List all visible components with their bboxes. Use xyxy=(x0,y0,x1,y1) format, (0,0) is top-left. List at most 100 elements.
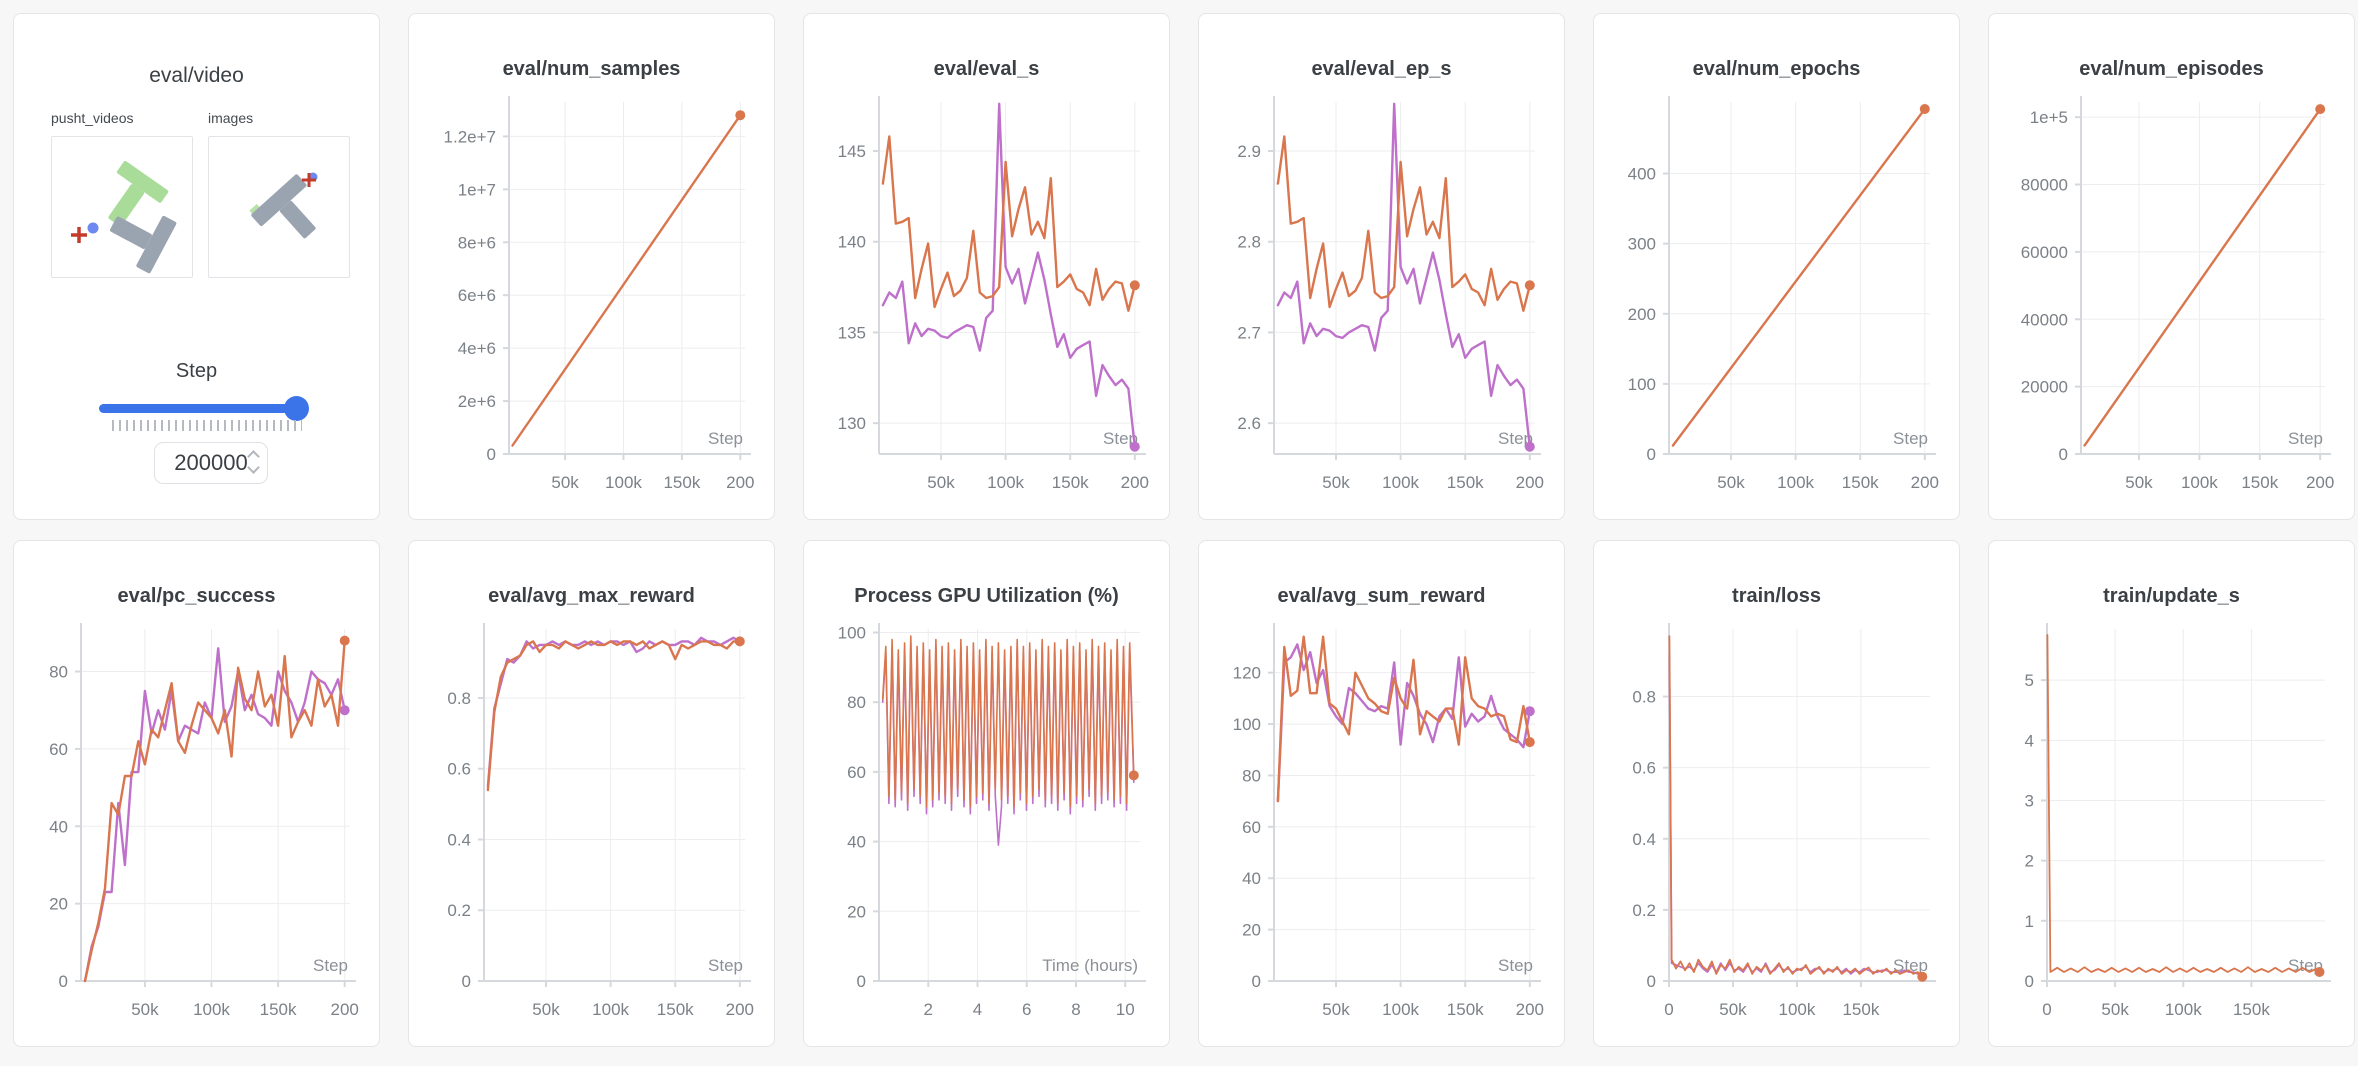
y-tick-label: 0.2 xyxy=(1632,901,1656,920)
x-axis-label: Step xyxy=(1893,429,1928,448)
y-tick-label: 200 xyxy=(1628,305,1656,324)
media-panel-eval-video[interactable]: eval/video pusht_videos images xyxy=(13,13,380,520)
step-slider-track[interactable] xyxy=(99,396,309,421)
images-thumbnail[interactable] xyxy=(208,136,350,278)
chart-panel[interactable]: Process GPU Utilization (%) 0 20 40 60 80 100 2… xyxy=(803,540,1170,1047)
y-tick-label: 0 xyxy=(462,972,471,991)
y-tick-label: 135 xyxy=(838,323,866,342)
x-tick-label: 50k xyxy=(551,473,579,492)
x-tick-label: 2 xyxy=(924,1000,933,1019)
chart-panel[interactable]: eval/eval_s 130 135 140 145 50k 100k 150k 200 Ste… xyxy=(803,13,1170,520)
y-tick-label: 0 xyxy=(857,972,866,991)
y-tick-label: 60 xyxy=(49,740,68,759)
chart-plot[interactable]: 0 0.2 0.4 0.6 0.8 50k 100k 150k 200 Step xyxy=(409,541,774,1046)
x-tick-label: 150k xyxy=(2233,1000,2270,1019)
y-tick-label: 0.8 xyxy=(447,689,471,708)
chart-plot[interactable]: 0 20 40 60 80 50k 100k 150k 200 Step xyxy=(14,541,379,1046)
chart-title: eval/num_epochs xyxy=(1692,58,1861,80)
y-tick-label: 2 xyxy=(2025,852,2034,871)
y-tick-label: 20 xyxy=(847,902,866,921)
x-tick-label: 0 xyxy=(1664,1000,1673,1019)
x-tick-label: 8 xyxy=(1071,1000,1080,1019)
chart-plot[interactable]: 0 20 40 60 80 100 120 50k 100k 150k 200 Step xyxy=(1199,541,1564,1046)
y-tick-label: 0.8 xyxy=(1632,688,1656,707)
x-axis-label: Step xyxy=(1498,429,1533,448)
chart-title: eval/num_samples xyxy=(502,58,681,80)
y-tick-label: 0.4 xyxy=(447,830,471,849)
series-endpoint-dot-run-orange xyxy=(1128,770,1139,781)
x-tick-label: 50k xyxy=(2125,473,2153,492)
y-tick-label: 40 xyxy=(1242,869,1261,888)
series-endpoint-dot-run-purple xyxy=(1129,441,1140,452)
y-tick-label: 1e+7 xyxy=(458,180,496,199)
chevron-down-icon[interactable] xyxy=(247,461,260,474)
x-tick-label: 10 xyxy=(1116,1000,1135,1019)
chart-panel[interactable]: train/update_s 0 1 2 3 4 5 0 50k 100k 150k Step xyxy=(1988,540,2355,1047)
series-endpoint-dot-run-orange xyxy=(1919,104,1930,114)
x-axis-label: Step xyxy=(2288,429,2323,448)
step-slider-label: Step xyxy=(175,360,218,382)
x-axis-label: Step xyxy=(708,956,743,975)
series-endpoint-dot-run-orange xyxy=(339,635,350,646)
series-line-run-orange xyxy=(83,639,346,983)
x-tick-label: 50k xyxy=(927,473,955,492)
chart-panel[interactable]: train/loss 0 0.2 0.4 0.6 0.8 0 50k 100k 150k Step xyxy=(1593,540,1960,1047)
pusht-scene-image xyxy=(71,161,177,274)
step-input-value: 200000 xyxy=(174,450,248,475)
y-tick-label: 2e+6 xyxy=(458,392,496,411)
number-stepper-icon[interactable] xyxy=(247,450,260,474)
x-tick-label: 100k xyxy=(605,473,642,492)
x-axis-label: Step xyxy=(313,956,348,975)
pusht-video-thumbnail[interactable] xyxy=(51,136,193,278)
x-tick-label: 100k xyxy=(1382,473,1419,492)
chart-plot[interactable]: 130 135 140 145 50k 100k 150k 200 Step xyxy=(804,14,1169,519)
media-label-pusht-videos: pusht_videos xyxy=(51,110,134,126)
x-tick-label: 200 xyxy=(1516,1000,1544,1019)
chart-panel[interactable]: eval/num_epochs 0 100 200 300 400 50k 100k 150k 2… xyxy=(1593,13,1960,520)
chart-panel[interactable]: eval/avg_max_reward 0 0.2 0.4 0.6 0.8 50k 100k 1… xyxy=(408,540,775,1047)
y-tick-label: 1 xyxy=(2025,912,2034,931)
y-tick-label: 60000 xyxy=(2021,243,2068,262)
x-tick-label: 200 xyxy=(330,1000,358,1019)
x-tick-label: 50k xyxy=(1717,473,1745,492)
chart-panel[interactable]: eval/pc_success 0 20 40 60 80 50k 100k 150k 200 St… xyxy=(13,540,380,1047)
x-tick-label: 50k xyxy=(1322,473,1350,492)
series-endpoint-dot-run-orange xyxy=(734,636,745,647)
y-tick-label: 4e+6 xyxy=(458,339,496,358)
chart-title: train/loss xyxy=(1732,585,1821,607)
chart-panel[interactable]: eval/eval_ep_s 2.6 2.7 2.8 2.9 50k 100k 150k 200… xyxy=(1198,13,1565,520)
chart-panel[interactable]: eval/num_samples 0 2e+6 4e+6 6e+6 8e+6 1e+7 1.2… xyxy=(408,13,775,520)
y-tick-label: 0.6 xyxy=(1632,759,1656,778)
chart-plot[interactable]: 0 20000 40000 60000 80000 1e+5 50k 100k 150k 200 S… xyxy=(1989,14,2354,519)
y-tick-label: 0 xyxy=(59,972,68,991)
x-axis-label: Time (hours) xyxy=(1042,956,1138,975)
x-tick-label: 200 xyxy=(2306,473,2334,492)
chart-plot[interactable]: 2.6 2.7 2.8 2.9 50k 100k 150k 200 Step xyxy=(1199,14,1564,519)
x-tick-label: 100k xyxy=(1777,473,1814,492)
chart-plot[interactable]: 0 20 40 60 80 100 2 4 6 8 10 Time (hours) xyxy=(804,541,1169,1046)
x-tick-label: 200 xyxy=(1911,473,1939,492)
series-endpoint-dot-run-purple xyxy=(1524,706,1535,717)
chart-plot[interactable]: 0 0.2 0.4 0.6 0.8 0 50k 100k 150k Step xyxy=(1594,541,1959,1046)
x-tick-label: 150k xyxy=(2241,473,2278,492)
x-tick-label: 100k xyxy=(987,473,1024,492)
y-tick-label: 2.8 xyxy=(1237,233,1261,252)
y-tick-label: 145 xyxy=(838,142,866,161)
step-number-input[interactable]: 200000 xyxy=(154,442,268,484)
y-tick-label: 2.9 xyxy=(1237,142,1261,161)
chart-panel[interactable]: eval/num_episodes 0 20000 40000 60000 80000 1e… xyxy=(1988,13,2355,520)
chart-panel[interactable]: eval/avg_sum_reward 0 20 40 60 80 100 120 50k 100… xyxy=(1198,540,1565,1047)
chart-plot[interactable]: 0 2e+6 4e+6 6e+6 8e+6 1e+7 1.2e+7 50k 100k 150k 20… xyxy=(409,14,774,519)
y-tick-label: 100 xyxy=(838,623,866,642)
y-tick-label: 100 xyxy=(1233,715,1261,734)
x-tick-label: 150k xyxy=(657,1000,694,1019)
y-tick-label: 300 xyxy=(1628,235,1656,254)
x-tick-label: 50k xyxy=(1719,1000,1747,1019)
chart-plot[interactable]: 0 100 200 300 400 50k 100k 150k 200 Step xyxy=(1594,14,1959,519)
gray-t-shape xyxy=(109,215,177,274)
y-tick-label: 2.6 xyxy=(1237,414,1261,433)
series-endpoint-dot-run-orange xyxy=(1524,737,1535,748)
step-slider-thumb[interactable] xyxy=(284,396,309,421)
